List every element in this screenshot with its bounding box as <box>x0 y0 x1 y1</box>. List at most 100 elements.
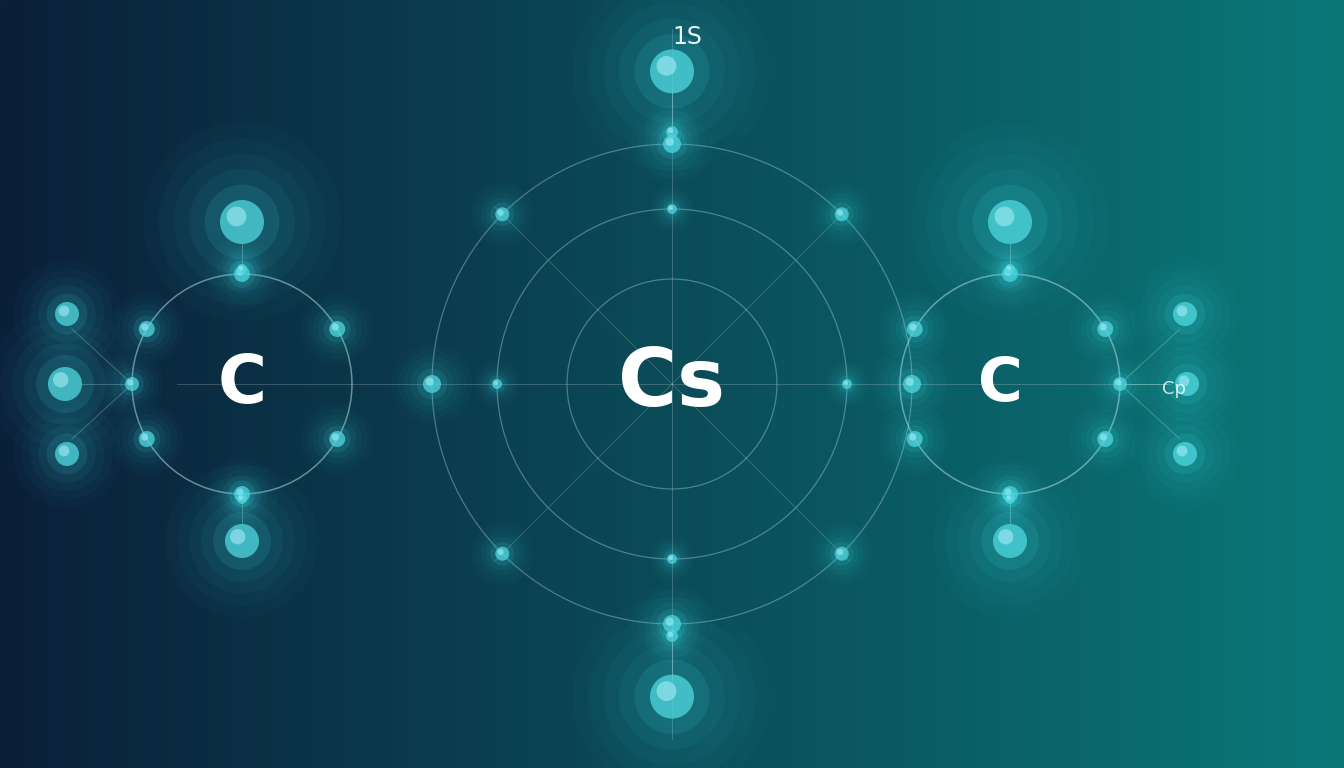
Bar <box>448 0 453 768</box>
Circle shape <box>237 268 243 276</box>
Circle shape <box>620 644 724 750</box>
Bar <box>645 0 650 768</box>
Circle shape <box>1165 434 1206 475</box>
Circle shape <box>1175 372 1199 396</box>
Circle shape <box>1004 268 1012 276</box>
Bar <box>945 0 950 768</box>
Circle shape <box>663 135 681 153</box>
Bar <box>175 0 180 768</box>
Bar <box>228 0 234 768</box>
Bar <box>914 0 919 768</box>
Bar <box>937 0 942 768</box>
Bar <box>286 0 292 768</box>
Circle shape <box>55 442 79 466</box>
Bar <box>117 0 122 768</box>
Circle shape <box>1156 285 1214 343</box>
Circle shape <box>657 56 676 76</box>
Circle shape <box>1004 488 1012 495</box>
Bar <box>40 0 46 768</box>
Bar <box>255 0 261 768</box>
Bar <box>636 0 641 768</box>
Bar <box>1039 0 1044 768</box>
Circle shape <box>890 362 934 406</box>
Bar <box>179 0 184 768</box>
Bar <box>722 0 727 768</box>
Bar <box>188 0 194 768</box>
Circle shape <box>667 204 677 214</box>
Bar <box>1254 0 1259 768</box>
Circle shape <box>238 266 243 270</box>
Bar <box>941 0 946 768</box>
Bar <box>547 0 552 768</box>
Bar <box>1021 0 1027 768</box>
Circle shape <box>1116 379 1121 386</box>
Circle shape <box>496 207 509 221</box>
Bar <box>1102 0 1107 768</box>
Circle shape <box>128 310 165 348</box>
Bar <box>309 0 314 768</box>
Bar <box>497 0 503 768</box>
Text: Cp: Cp <box>1163 380 1185 398</box>
Circle shape <box>234 491 250 508</box>
Bar <box>1120 0 1125 768</box>
Bar <box>161 0 167 768</box>
Bar <box>668 0 673 768</box>
Bar <box>582 0 587 768</box>
Bar <box>520 0 526 768</box>
Bar <box>820 0 825 768</box>
Bar <box>950 0 956 768</box>
Bar <box>1290 0 1296 768</box>
Circle shape <box>234 266 250 282</box>
Bar <box>797 0 802 768</box>
Bar <box>655 0 660 768</box>
Bar <box>1093 0 1098 768</box>
Bar <box>292 0 297 768</box>
Circle shape <box>664 551 680 568</box>
Bar <box>259 0 265 768</box>
Circle shape <box>667 630 677 642</box>
Circle shape <box>664 200 680 217</box>
Bar <box>649 0 655 768</box>
Circle shape <box>829 203 853 227</box>
Circle shape <box>223 475 261 513</box>
Bar <box>1232 0 1238 768</box>
Bar <box>439 0 445 768</box>
Bar <box>54 0 59 768</box>
Bar <box>242 0 247 768</box>
Bar <box>345 0 351 768</box>
Bar <box>4 0 9 768</box>
Bar <box>1250 0 1255 768</box>
Bar <box>609 0 614 768</box>
Bar <box>618 0 624 768</box>
Bar <box>269 0 274 768</box>
Circle shape <box>485 197 519 231</box>
Bar <box>555 0 560 768</box>
Bar <box>1219 0 1224 768</box>
Circle shape <box>661 122 683 142</box>
Circle shape <box>909 323 917 330</box>
Circle shape <box>667 126 677 138</box>
Bar <box>870 0 875 768</box>
Bar <box>390 0 395 768</box>
Circle shape <box>329 431 345 447</box>
Bar <box>1044 0 1050 768</box>
Bar <box>1335 0 1340 768</box>
Circle shape <box>957 169 1063 275</box>
Circle shape <box>38 425 95 483</box>
Bar <box>770 0 775 768</box>
Bar <box>1227 0 1232 768</box>
Bar <box>843 0 848 768</box>
Circle shape <box>234 260 250 277</box>
Bar <box>762 0 767 768</box>
Circle shape <box>47 293 87 334</box>
Bar <box>874 0 879 768</box>
Bar <box>775 0 781 768</box>
Circle shape <box>844 380 848 385</box>
Bar <box>130 0 136 768</box>
Bar <box>910 0 915 768</box>
Bar <box>63 0 69 768</box>
Bar <box>1098 0 1103 768</box>
Circle shape <box>116 367 149 401</box>
Circle shape <box>660 547 684 571</box>
Bar <box>659 0 664 768</box>
